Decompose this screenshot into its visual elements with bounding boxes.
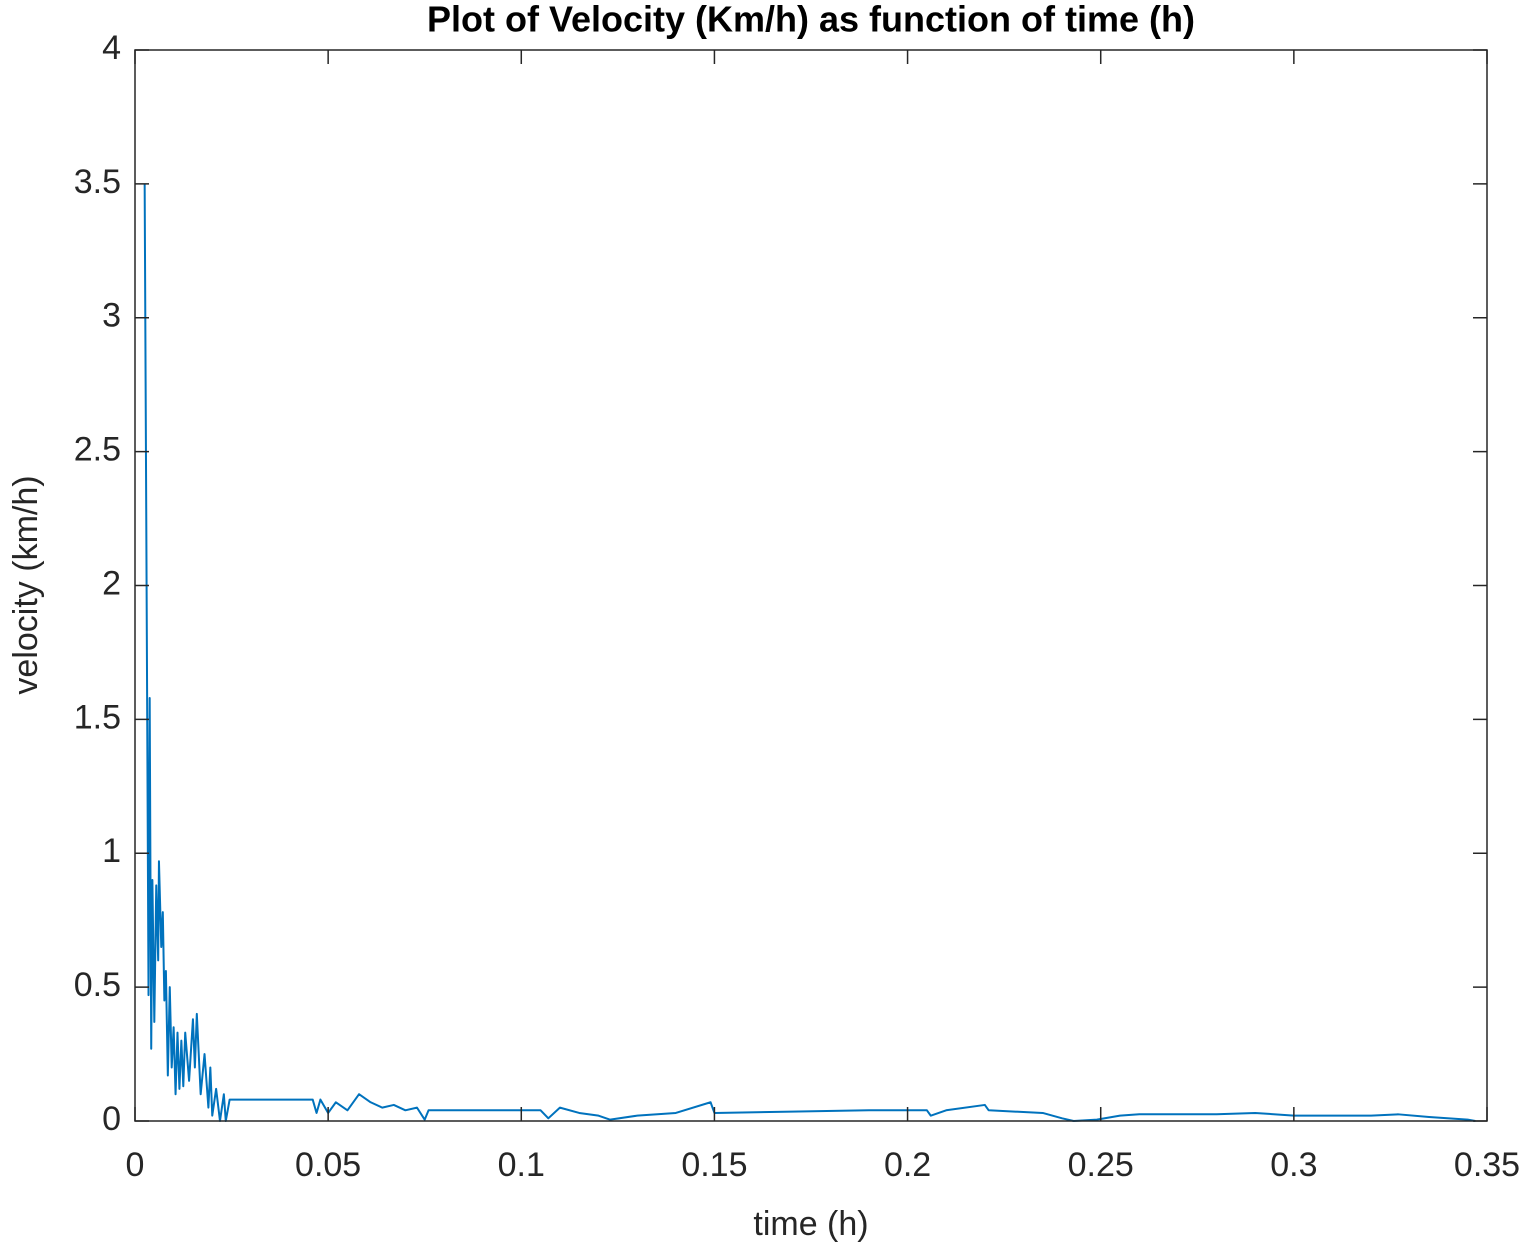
- y-tick-label: 3.5: [74, 163, 121, 201]
- x-tick-label: 0.05: [295, 1146, 361, 1184]
- y-axis-label: velocity (km/h): [7, 475, 45, 694]
- chart-title: Plot of Velocity (Km/h) as function of t…: [427, 0, 1195, 40]
- x-tick-label: 0.15: [681, 1146, 747, 1184]
- x-tick-label: 0.3: [1270, 1146, 1317, 1184]
- x-axis-label: time (h): [753, 1205, 868, 1243]
- data-line: [143, 183, 1476, 1122]
- axes-box: [134, 49, 1488, 1122]
- y-tick-label: 1.5: [74, 698, 121, 736]
- x-tick-label: 0.1: [498, 1146, 545, 1184]
- y-tick-label: 0.5: [74, 966, 121, 1004]
- y-tick-label: 2: [102, 564, 121, 602]
- x-tick-label: 0.25: [1068, 1146, 1134, 1184]
- x-tick-label: 0.35: [1454, 1146, 1520, 1184]
- x-tick-label: 0.2: [884, 1146, 931, 1184]
- y-tick-label: 3: [102, 297, 121, 335]
- y-tick-label: 4: [102, 29, 121, 67]
- y-tick-label: 2.5: [74, 431, 121, 469]
- x-tick-label: 0: [126, 1146, 145, 1184]
- y-tick-label: 0: [102, 1100, 121, 1138]
- y-tick-label: 1: [102, 832, 121, 870]
